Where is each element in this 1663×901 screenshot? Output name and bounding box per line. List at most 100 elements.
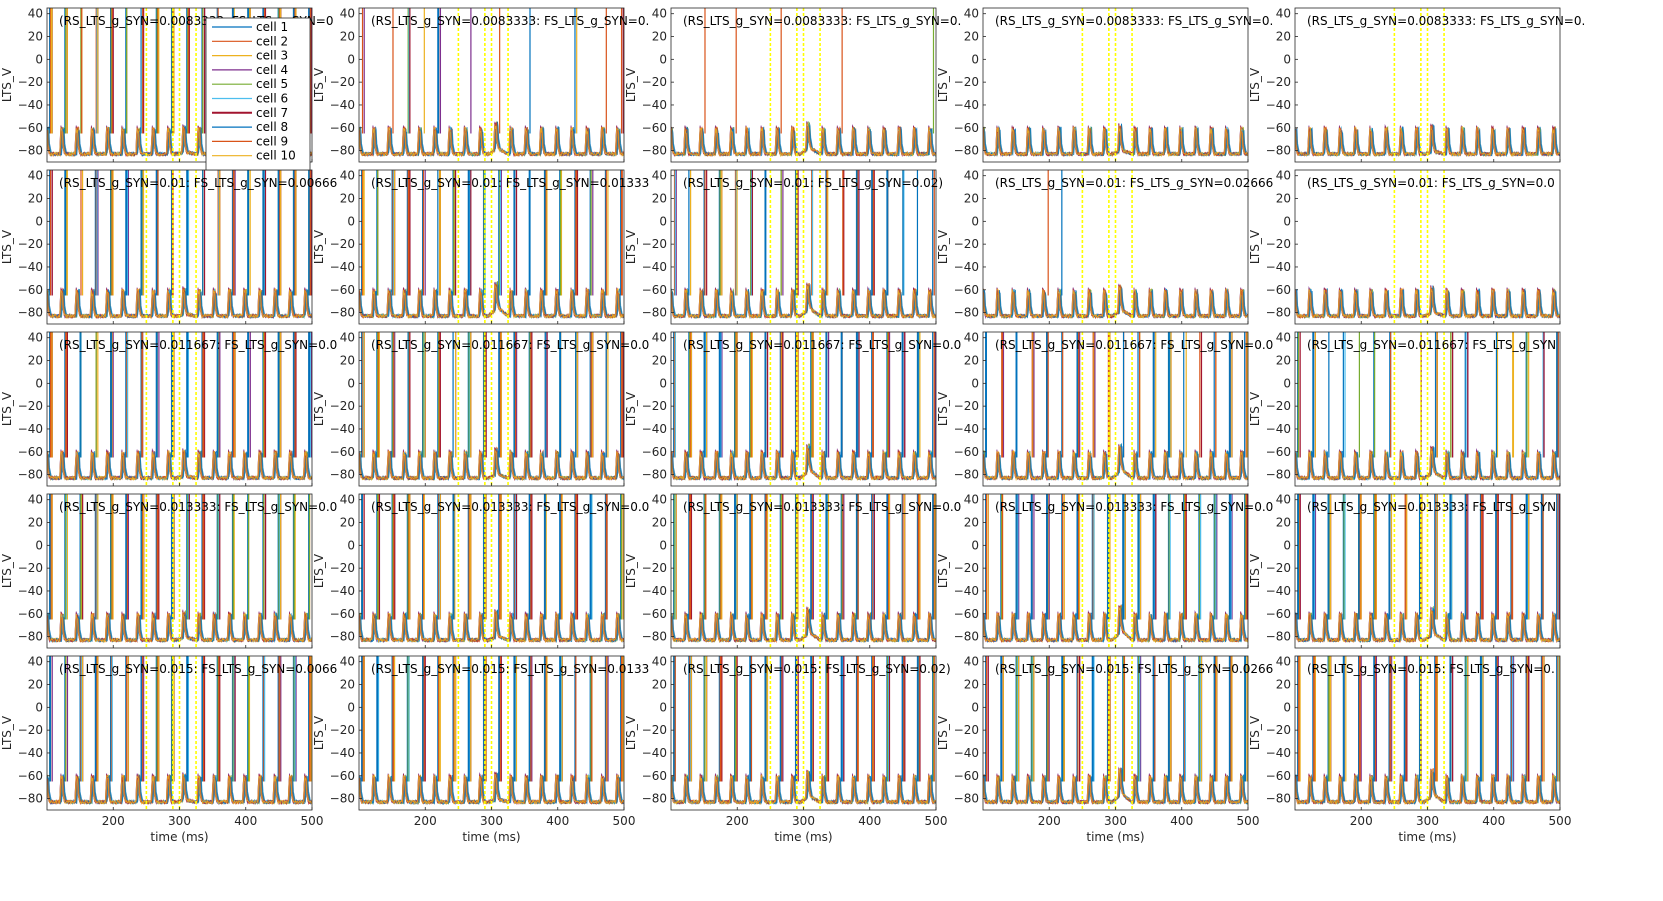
x-tick-label: 400	[1170, 814, 1193, 828]
y-tick-label: −20	[18, 237, 43, 251]
y-tick-label: −60	[954, 607, 979, 621]
y-axis-label: LTS_V	[0, 715, 14, 750]
y-tick-label: 20	[964, 354, 979, 368]
x-tick-label: 400	[234, 814, 257, 828]
subplot-title: (RS_LTS_g_SYN=0.011667: FS_LTS_g_SYN	[1307, 338, 1556, 352]
y-tick-label: 40	[652, 655, 667, 669]
x-tick-label: 400	[858, 814, 881, 828]
y-tick-label: −80	[954, 144, 979, 158]
traces	[359, 494, 624, 648]
y-tick-label: −40	[954, 584, 979, 598]
y-tick-label: 40	[28, 655, 43, 669]
y-tick-label: 20	[340, 192, 355, 206]
y-tick-label: 40	[340, 331, 355, 345]
y-tick-label: −20	[330, 723, 355, 737]
y-tick-label: −40	[1266, 584, 1291, 598]
y-tick-label: −20	[642, 237, 667, 251]
subplot-22: −80 −60 −40 −20 0 20 40 LTS_V 200 300 400 500 time (…	[312, 655, 649, 844]
x-tick-label: 300	[168, 814, 191, 828]
y-axis-label: LTS_V	[624, 67, 638, 102]
subplot-title: (RS_LTS_g_SYN=0.013333: FS_LTS_g_SYN=0.0	[683, 500, 961, 514]
y-tick-label: 0	[971, 52, 979, 66]
y-tick-label: −80	[642, 792, 667, 806]
y-tick-label: −20	[954, 723, 979, 737]
y-tick-label: −20	[954, 399, 979, 413]
y-tick-label: 20	[964, 678, 979, 692]
y-axis-label: LTS_V	[312, 229, 326, 264]
y-tick-label: −60	[330, 283, 355, 297]
y-axis-label: LTS_V	[1248, 553, 1262, 588]
subplot-14: −80 −60 −40 −20 0 20 40 LTS_V (RS_LTS_g_SYN=0.01…	[936, 331, 1273, 487]
y-axis-label: LTS_V	[312, 553, 326, 588]
y-tick-label: −80	[330, 306, 355, 320]
subplot-10: −80 −60 −40 −20 0 20 40 LTS_V (RS_LTS_g_SYN=0.01…	[1248, 169, 1561, 325]
subplot-15: −80 −60 −40 −20 0 20 40 LTS_V (RS_LTS_g_SYN=0.01…	[1248, 331, 1561, 487]
y-axis-label: LTS_V	[936, 391, 950, 426]
y-axis-label: LTS_V	[624, 229, 638, 264]
y-tick-label: 40	[652, 331, 667, 345]
traces	[1295, 332, 1560, 486]
y-tick-label: 40	[652, 7, 667, 21]
y-tick-label: 20	[1276, 192, 1291, 206]
subplot-title: (RS_LTS_g_SYN=0.015: FS_LTS_g_SYN=0.	[1307, 662, 1555, 676]
y-tick-label: −80	[18, 630, 43, 644]
x-tick-label: 500	[925, 814, 948, 828]
y-tick-label: −80	[18, 144, 43, 158]
y-tick-label: −80	[642, 144, 667, 158]
y-tick-label: −80	[18, 792, 43, 806]
y-tick-label: −80	[18, 468, 43, 482]
y-tick-label: −20	[954, 75, 979, 89]
y-tick-label: −40	[642, 260, 667, 274]
trace-cell-10	[1295, 287, 1560, 320]
y-tick-label: −20	[18, 399, 43, 413]
y-tick-label: 20	[1276, 30, 1291, 44]
y-tick-label: 0	[347, 52, 355, 66]
y-tick-label: −80	[330, 468, 355, 482]
y-tick-label: −60	[18, 769, 43, 783]
subplot-title: (RS_LTS_g_SYN=0.013333: FS_LTS_g_SYN=0.0	[59, 500, 337, 514]
traces	[359, 332, 624, 486]
y-tick-label: 0	[347, 214, 355, 228]
legend-entry: cell 6	[256, 92, 288, 106]
y-tick-label: −40	[330, 260, 355, 274]
y-tick-label: 0	[1283, 52, 1291, 66]
traces	[671, 8, 936, 162]
y-tick-label: 0	[971, 538, 979, 552]
y-tick-label: 40	[340, 7, 355, 21]
y-tick-label: 0	[1283, 538, 1291, 552]
subplot-21: −80 −60 −40 −20 0 20 40 LTS_V 200 300 400 500 time (…	[0, 655, 337, 844]
y-tick-label: 40	[652, 169, 667, 183]
y-tick-label: −60	[18, 283, 43, 297]
y-tick-label: −40	[18, 260, 43, 274]
subplot-title: (RS_LTS_g_SYN=0.0083333: FS_LTS_g_SYN=0.	[995, 14, 1273, 28]
y-tick-label: −20	[18, 561, 43, 575]
y-tick-label: 0	[659, 700, 667, 714]
x-tick-label: 500	[1237, 814, 1260, 828]
y-tick-label: 20	[1276, 354, 1291, 368]
traces	[359, 170, 624, 324]
y-tick-label: −40	[642, 422, 667, 436]
y-tick-label: −80	[954, 792, 979, 806]
y-tick-label: −20	[18, 75, 43, 89]
traces	[1295, 656, 1560, 810]
y-tick-label: −20	[642, 399, 667, 413]
y-tick-label: −20	[642, 723, 667, 737]
y-tick-label: −80	[1266, 144, 1291, 158]
y-axis-label: LTS_V	[1248, 391, 1262, 426]
y-tick-label: −60	[330, 607, 355, 621]
y-axis-label: LTS_V	[936, 715, 950, 750]
y-tick-label: −20	[642, 561, 667, 575]
traces	[359, 8, 624, 162]
y-tick-label: −60	[1266, 283, 1291, 297]
traces	[1295, 170, 1560, 324]
y-tick-label: 0	[659, 214, 667, 228]
traces	[47, 656, 312, 810]
y-tick-label: 40	[964, 169, 979, 183]
x-axis-label: time (ms)	[774, 830, 832, 844]
y-tick-label: 0	[1283, 214, 1291, 228]
traces	[359, 656, 624, 810]
subplot-title: (RS_LTS_g_SYN=0.015: FS_LTS_g_SYN=0.0066	[59, 662, 337, 676]
y-tick-label: −20	[1266, 723, 1291, 737]
y-tick-label: 0	[35, 52, 43, 66]
y-tick-label: −40	[642, 98, 667, 112]
